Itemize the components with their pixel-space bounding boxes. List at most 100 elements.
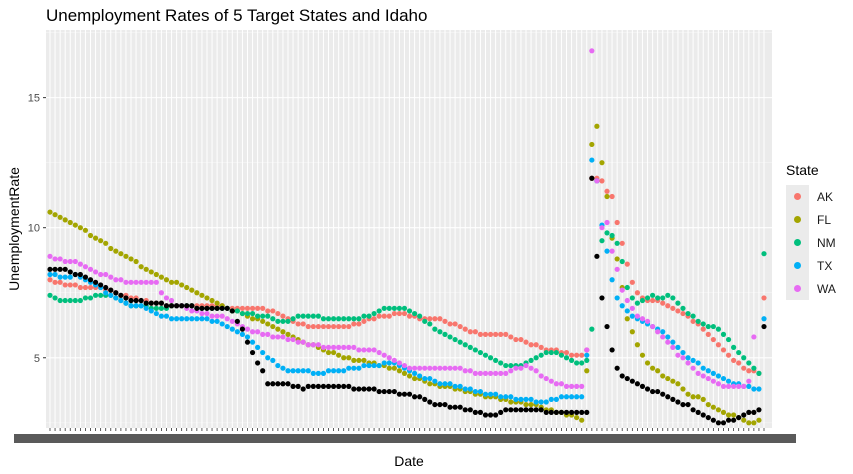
point-fl [173,279,180,285]
point-tx [503,394,509,400]
point-wa [574,383,580,389]
point-idaho [138,297,144,304]
point-tx [224,323,230,330]
point-fl [275,326,281,332]
point-fl [158,274,165,280]
point-nm [295,313,301,319]
point-nm [265,313,271,319]
point-wa [503,370,509,376]
point-idaho [442,401,448,408]
point-fl [346,355,352,361]
point-tx [386,360,392,366]
point-wa [629,305,635,311]
point-nm [290,316,296,322]
point-idaho [325,383,332,389]
point-idaho [194,305,200,311]
point-wa [280,334,286,340]
point-nm [614,240,620,246]
point-wa [447,365,453,371]
point-idaho [452,404,458,410]
point-fl [508,399,514,405]
point-wa [346,344,352,350]
point-nm [680,305,686,311]
point-tx [290,368,296,374]
point-nm [366,313,372,319]
point-wa [584,347,590,353]
point-nm [482,352,489,358]
point-wa [401,362,408,369]
point-nm [751,365,757,371]
point-idaho [624,375,630,382]
point-tx [725,378,732,384]
point-nm [320,316,327,322]
point-wa [224,316,230,322]
point-idaho [447,404,453,410]
point-idaho [700,412,706,418]
point-tx [761,316,767,322]
point-tx [462,386,468,392]
point-nm [77,297,83,304]
point-nm [690,313,696,319]
legend-label-fl: FL [817,212,832,227]
point-wa [543,375,549,382]
point-idaho [660,391,666,397]
point-ak [386,313,392,319]
point-wa [290,336,296,343]
point-fl [249,316,256,322]
point-wa [47,253,53,259]
point-tx [513,396,519,402]
point-tx [523,396,529,402]
point-nm [487,355,494,361]
point-wa [442,365,448,371]
point-tx [275,362,281,369]
point-ak [280,313,286,319]
point-nm [665,292,671,298]
point-nm [386,305,392,311]
point-tx [543,399,549,405]
point-tx [604,248,610,254]
point-wa [336,344,342,350]
point-idaho [720,420,727,426]
point-wa [275,334,281,340]
point-wa [498,370,504,376]
legend: State AK FL NM TX WA [786,162,836,300]
point-fl [113,248,119,254]
point-tx [720,375,727,382]
point-nm [391,305,397,311]
point-nm [609,232,615,239]
point-ak [715,342,722,348]
point-idaho [260,368,266,374]
point-tx [310,370,316,376]
point-idaho [87,277,94,283]
point-ak [371,316,377,322]
point-fl [401,370,408,376]
point-wa [690,365,696,371]
point-wa [609,248,615,254]
point-ak [320,323,327,330]
point-wa [472,370,478,376]
point-tx [168,316,175,322]
point-idaho [411,394,418,400]
point-tx [341,368,347,374]
point-nm [280,318,286,324]
x-tick-labels-band [14,434,796,443]
point-wa [305,342,311,348]
point-fl [649,365,656,371]
point-nm [330,316,337,322]
point-idaho [351,386,357,392]
point-ak [690,318,696,324]
point-ak [568,352,575,358]
point-fl [670,378,676,384]
point-wa [249,329,256,335]
point-wa [411,365,418,371]
point-wa [143,279,149,285]
point-ak [315,323,321,330]
point-tx [67,274,73,280]
point-idaho [634,381,641,387]
point-fl [280,329,286,335]
point-wa [133,279,139,285]
point-wa [513,365,519,371]
series-tx [47,157,767,405]
point-nm [584,357,590,363]
point-wa [103,271,109,278]
